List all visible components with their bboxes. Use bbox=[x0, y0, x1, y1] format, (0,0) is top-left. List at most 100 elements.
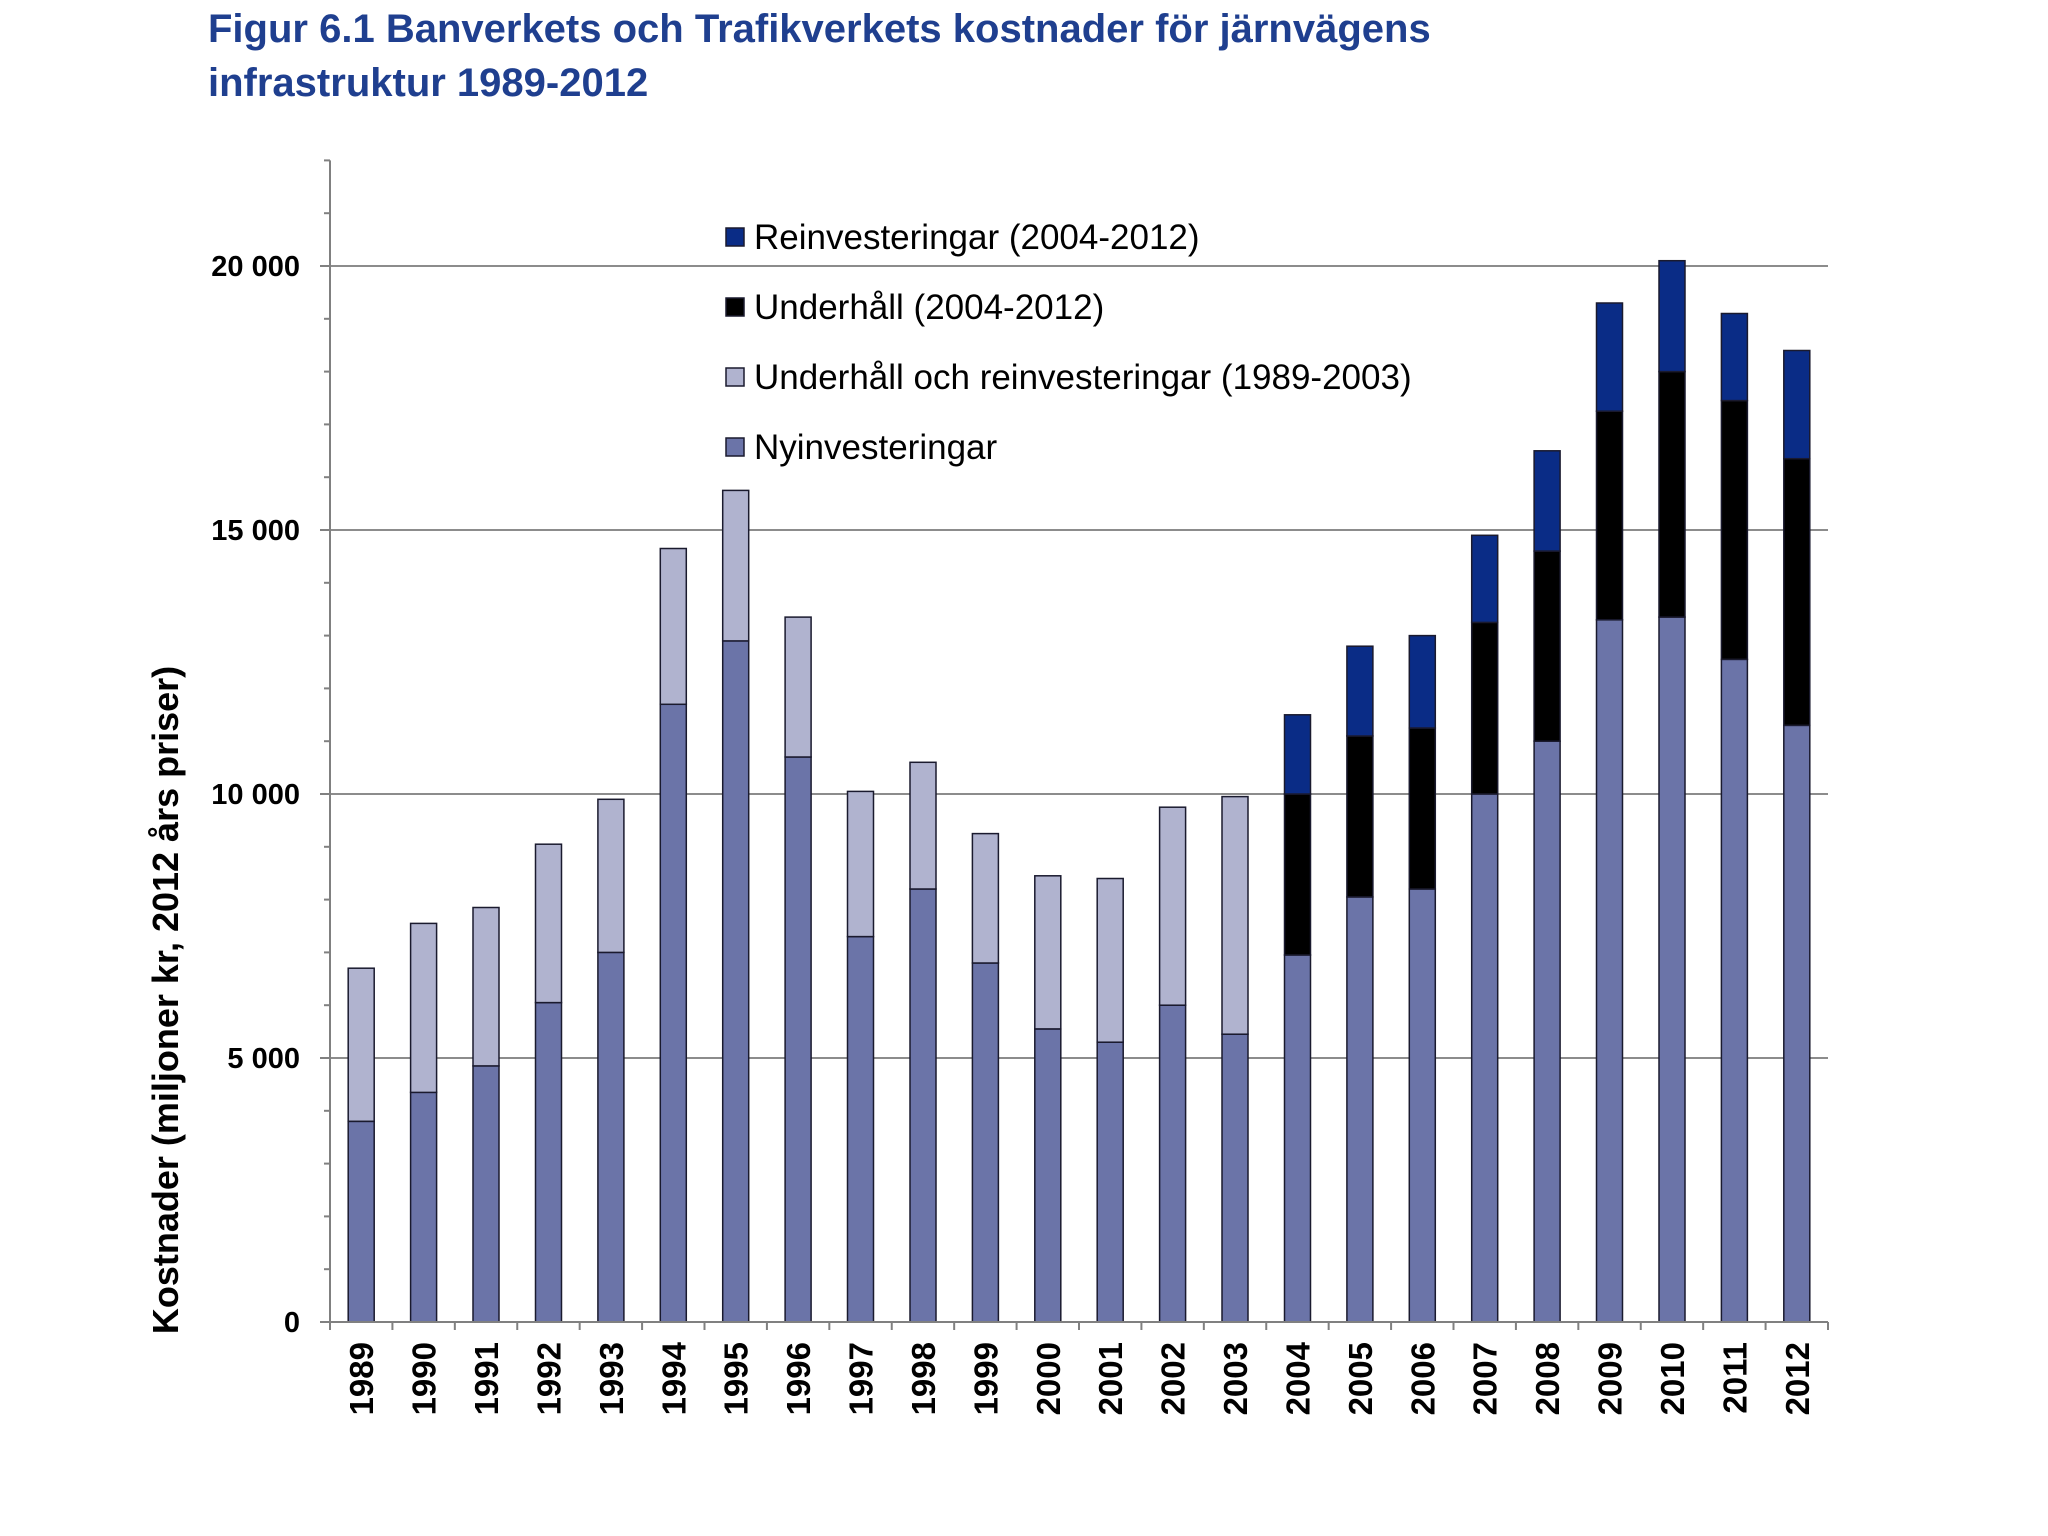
y-tick-label-0: 0 bbox=[284, 1307, 300, 1339]
bar-segment-2011-series-2 bbox=[1720, 399, 1749, 661]
x-tick-label-2001: 2001 bbox=[1092, 1342, 1129, 1415]
bar-segment-2005-series-2 bbox=[1346, 735, 1374, 898]
bar-segment-1998-series-0 bbox=[909, 888, 937, 1323]
bar-segment-2010-series-2 bbox=[1658, 370, 1686, 618]
bar-segment-1989-series-1 bbox=[347, 967, 375, 1123]
legend-label-2: Underhåll och reinvesteringar (1989-2003… bbox=[754, 358, 1412, 397]
bar-segment-2011-series-0 bbox=[1720, 658, 1749, 1323]
bar-segment-2007-series-3 bbox=[1470, 534, 1499, 624]
bar-segment-2009-series-2 bbox=[1595, 410, 1624, 621]
bar-segment-2004-series-2 bbox=[1283, 793, 1312, 956]
x-tick-label-1997: 1997 bbox=[843, 1342, 880, 1415]
bar-segment-2012-series-2 bbox=[1783, 457, 1811, 727]
x-tick-label-2003: 2003 bbox=[1217, 1342, 1254, 1415]
x-tick-labels: 1989 1990 1991 1992 1993 1994 1995 1996 1997 1998… bbox=[343, 1341, 1816, 1415]
bar-segment-1992-series-0 bbox=[534, 1001, 563, 1323]
bar-segment-1994-series-0 bbox=[659, 703, 688, 1323]
bar-segment-1999-series-0 bbox=[971, 962, 1000, 1323]
bar-segment-2009-series-3 bbox=[1595, 302, 1624, 412]
bar-segment-2012-series-3 bbox=[1783, 349, 1811, 460]
bar-segment-2006-series-2 bbox=[1408, 727, 1437, 890]
bar-segment-1997-series-1 bbox=[846, 790, 875, 938]
bar-segment-2010-series-3 bbox=[1658, 259, 1686, 373]
x-tick-label-2011: 2011 bbox=[1716, 1342, 1753, 1414]
x-tick-label-2002: 2002 bbox=[1155, 1342, 1192, 1415]
bar-segment-1989-series-0 bbox=[347, 1120, 375, 1323]
gridlines bbox=[330, 265, 1828, 1059]
bars bbox=[347, 259, 1811, 1323]
bar-segment-2008-series-0 bbox=[1533, 740, 1561, 1323]
bar-segment-2002-series-0 bbox=[1158, 1004, 1187, 1323]
bar-segment-1999-series-1 bbox=[971, 832, 1000, 964]
x-tick-label-1992: 1992 bbox=[531, 1342, 568, 1415]
legend-label-1: Underhåll (2004-2012) bbox=[754, 288, 1104, 327]
bar-segment-2008-series-3 bbox=[1533, 450, 1561, 552]
bar-segment-2006-series-0 bbox=[1408, 888, 1437, 1323]
bar-segment-2005-series-0 bbox=[1346, 896, 1374, 1323]
x-tick-label-2009: 2009 bbox=[1592, 1342, 1629, 1415]
legend-swatch-0 bbox=[725, 227, 745, 247]
bar-segment-1990-series-0 bbox=[409, 1091, 438, 1323]
bar-segment-1991-series-0 bbox=[472, 1065, 500, 1323]
bar-segment-2004-series-3 bbox=[1283, 714, 1312, 795]
legend-swatch-1 bbox=[725, 297, 745, 317]
bar-segment-1995-series-0 bbox=[721, 640, 750, 1323]
bar-segment-2009-series-0 bbox=[1595, 619, 1624, 1323]
x-tick-label-1991: 1991 bbox=[468, 1342, 505, 1415]
bar-segment-1996-series-0 bbox=[784, 756, 812, 1323]
x-tick-label-2006: 2006 bbox=[1404, 1342, 1441, 1415]
chart-title-line-1: Figur 6.1 Banverkets och Trafikverkets k… bbox=[208, 7, 1431, 51]
x-tick-label-1998: 1998 bbox=[905, 1342, 942, 1415]
bar-segment-1993-series-1 bbox=[597, 798, 625, 954]
axes bbox=[320, 159, 1829, 1330]
y-axis-title: Kostnader (miljoner kr, 2012 års priser) bbox=[145, 666, 186, 1334]
legend-label-3: Nyinvesteringar bbox=[754, 428, 997, 467]
bar-segment-2005-series-3 bbox=[1346, 645, 1374, 737]
bar-segment-1998-series-1 bbox=[909, 761, 937, 890]
bar-segment-2010-series-0 bbox=[1658, 616, 1686, 1323]
legend-swatch-2 bbox=[725, 367, 745, 387]
bar-segment-1997-series-0 bbox=[846, 935, 875, 1323]
bar-segment-2003-series-0 bbox=[1221, 1033, 1249, 1323]
bar-segment-1990-series-1 bbox=[409, 922, 438, 1094]
y-tick-label-10000: 10 000 bbox=[211, 779, 300, 811]
legend: Reinvesteringar (2004-2012) Underhåll (20… bbox=[725, 218, 1412, 467]
x-tick-label-2010: 2010 bbox=[1654, 1342, 1691, 1415]
bar-segment-2006-series-3 bbox=[1408, 634, 1437, 729]
x-tick-label-1993: 1993 bbox=[593, 1342, 630, 1415]
y-tick-label-20000: 20 000 bbox=[211, 251, 300, 283]
bar-segment-2000-series-1 bbox=[1034, 875, 1062, 1030]
x-tick-label-2012: 2012 bbox=[1779, 1342, 1816, 1415]
bar-segment-2000-series-0 bbox=[1034, 1028, 1062, 1323]
x-tick-label-2008: 2008 bbox=[1529, 1342, 1566, 1415]
bar-segment-1993-series-0 bbox=[597, 951, 625, 1323]
bar-segment-2003-series-1 bbox=[1221, 795, 1249, 1035]
x-tick-label-1995: 1995 bbox=[718, 1342, 755, 1415]
x-tick-label-2004: 2004 bbox=[1280, 1341, 1317, 1415]
y-tick-label-5000: 5 000 bbox=[227, 1043, 300, 1075]
chart-title-line-2: infrastruktur 1989-2012 bbox=[208, 61, 649, 105]
x-tick-label-1990: 1990 bbox=[406, 1342, 443, 1415]
bar-segment-2011-series-3 bbox=[1720, 312, 1749, 402]
x-tick-label-1996: 1996 bbox=[780, 1342, 817, 1415]
x-tick-label-1994: 1994 bbox=[655, 1341, 692, 1415]
x-tick-label-1989: 1989 bbox=[343, 1342, 380, 1415]
bar-segment-2002-series-1 bbox=[1158, 806, 1187, 1006]
bar-segment-2001-series-1 bbox=[1096, 877, 1124, 1043]
bar-segment-1996-series-1 bbox=[784, 616, 812, 758]
bar-segment-2004-series-0 bbox=[1283, 954, 1312, 1323]
legend-label-0: Reinvesteringar (2004-2012) bbox=[754, 218, 1200, 257]
bar-segment-2008-series-2 bbox=[1533, 550, 1561, 742]
bar-segment-2001-series-0 bbox=[1096, 1041, 1124, 1323]
bar-segment-1995-series-1 bbox=[721, 489, 750, 642]
x-tick-label-2000: 2000 bbox=[1030, 1342, 1067, 1415]
bar-segment-2012-series-0 bbox=[1783, 724, 1811, 1323]
x-tick-label-1999: 1999 bbox=[967, 1342, 1004, 1415]
bar-segment-2007-series-0 bbox=[1470, 793, 1499, 1323]
legend-swatch-3 bbox=[725, 437, 745, 457]
bar-segment-1992-series-1 bbox=[534, 843, 563, 1004]
y-tick-labels: 0 5 000 10 000 15 000 20 000 bbox=[211, 251, 300, 1339]
bar-segment-1994-series-1 bbox=[659, 547, 688, 706]
x-tick-label-2005: 2005 bbox=[1342, 1342, 1379, 1415]
